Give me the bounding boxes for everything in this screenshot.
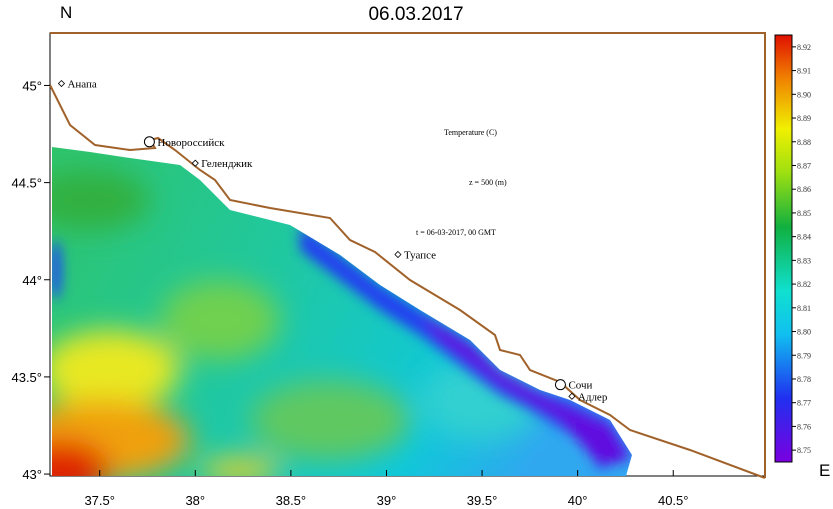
annotation: Temperature (C) [444, 128, 497, 137]
city-marker [568, 392, 576, 400]
annotation: t = 06-03-2017, 00 GMT [416, 228, 496, 237]
y-tick-label: 45° [22, 78, 42, 93]
y-tick-label: 44° [22, 273, 42, 288]
x-tick-label: 40° [568, 493, 588, 508]
city-marker [191, 159, 199, 167]
colorbar-tick-label: 8.75 [797, 446, 811, 455]
city-label: Новороссийск [157, 137, 225, 149]
y-tick-label: 43° [22, 467, 42, 482]
colorbar-tick-label: 8.88 [797, 138, 811, 147]
colorbar-tick-label: 8.80 [797, 328, 811, 337]
city-marker [143, 136, 155, 148]
city-label: Анапа [67, 79, 96, 91]
y-tick-label: 43.5° [11, 370, 42, 385]
colorbar-tick-label: 8.89 [797, 114, 811, 123]
y-tick-label: 44.5° [11, 176, 42, 191]
colorbar-tick-label: 8.85 [797, 209, 811, 218]
city-marker [394, 250, 402, 259]
map-border [50, 32, 766, 478]
colorbar-tick-label: 8.79 [797, 351, 811, 360]
city-label: Геленджик [201, 158, 253, 170]
city-label: Сочи [568, 380, 592, 392]
east-label: E [819, 461, 830, 480]
north-label: N [60, 3, 72, 22]
x-tick-label: 38° [185, 493, 205, 508]
colorbar-tick-label: 8.91 [797, 67, 811, 76]
city-marker [57, 79, 66, 88]
colorbar-tick-label: 8.77 [797, 399, 811, 408]
x-tick-label: 38.5° [276, 493, 307, 508]
city-marker [554, 379, 566, 391]
x-tick-label: 39.5° [467, 493, 498, 508]
colorbar-tick-label: 8.84 [797, 233, 811, 242]
colorbar-tick-label: 8.92 [797, 43, 811, 52]
colorbar-tick-label: 8.83 [797, 256, 811, 265]
x-tick-label: 39° [377, 493, 397, 508]
colorbar-tick-label: 8.82 [797, 280, 811, 289]
colorbar-tick-label: 8.78 [797, 375, 811, 384]
colorbar-tick-label: 8.87 [797, 161, 811, 170]
colorbar-tick-label: 8.86 [797, 185, 811, 194]
colorbar [774, 34, 793, 463]
colorbar-tick-label: 8.81 [797, 304, 811, 313]
map-title: 06.03.2017 [368, 4, 463, 25]
annotation: z = 500 (m) [469, 178, 507, 187]
colorbar-tick-label: 8.90 [797, 90, 811, 99]
city-label: Адлер [578, 391, 608, 403]
colorbar-tick-label: 8.76 [797, 422, 811, 431]
x-tick-label: 37.5° [84, 493, 115, 508]
x-tick-label: 40.5° [658, 493, 689, 508]
city-label: Туапсе [404, 250, 436, 262]
